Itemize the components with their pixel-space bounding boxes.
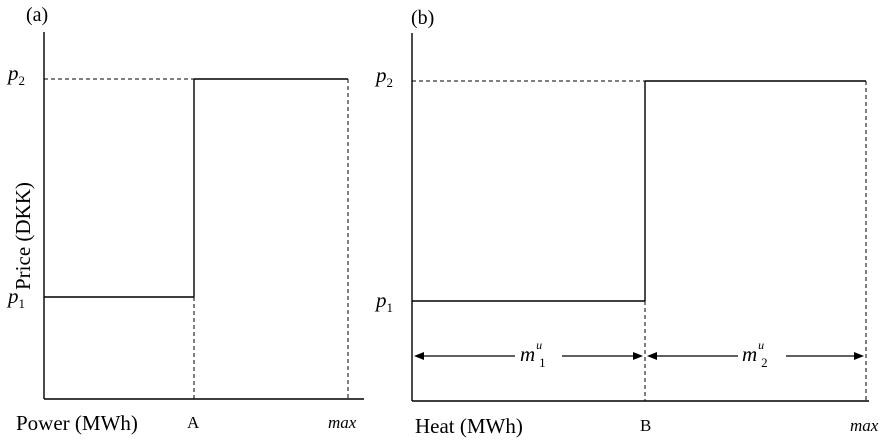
panel-b-tick-B: B [640,416,651,435]
panel-b-x-label: Heat (MWh) [415,414,523,438]
panel-b-m1-arrowhead-left [414,352,424,360]
panel-b-m1-arrowhead-right [633,352,643,360]
panel-b-p1-label: p1 [374,288,393,315]
panel-b-m1-label: mu 1 [520,338,546,370]
panel-a-tick-max: max [328,413,357,432]
panel-b: (b) mu 1 mu 2 p2 p1 Heat (MWh) B max [374,7,879,438]
panel-a-x-label: Power (MWh) [16,411,138,435]
panel-a-p1-label: p1 [6,284,25,311]
panel-a-p2-label: p2 [6,61,25,88]
panel-b-tick-max: max [850,416,879,435]
panel-b-m2-arrowhead-left [647,352,657,360]
panel-b-p2-label: p2 [374,63,393,90]
panel-a-y-label: Price (DKK) [11,182,35,290]
panel-b-label: (b) [411,7,434,29]
panel-a: (a) Price (DKK) p2 p1 Power (MWh) A max [6,4,364,435]
panel-a-label: (a) [26,4,48,26]
panel-a-tick-A: A [187,413,200,432]
panel-b-m2-arrowhead-right [854,352,864,360]
panel-b-m2-label: mu 2 [742,338,768,370]
